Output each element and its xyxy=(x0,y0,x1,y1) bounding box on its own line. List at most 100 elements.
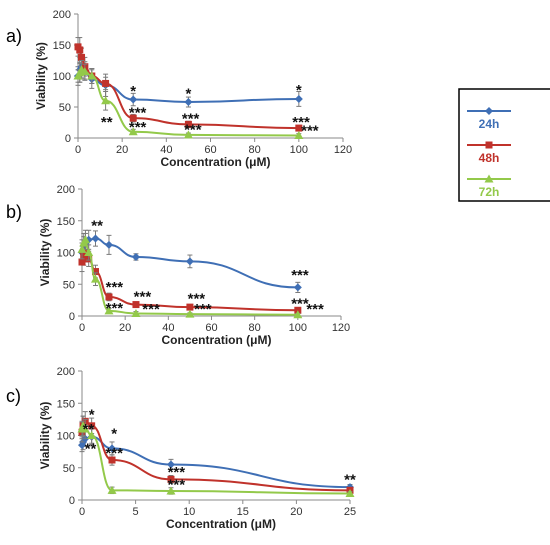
y-tick-label: 200 xyxy=(53,9,71,21)
data-point xyxy=(132,301,140,309)
data-point xyxy=(87,431,97,439)
y-tick-label: 0 xyxy=(69,495,75,507)
x-tick-label: 80 xyxy=(249,322,261,334)
significance-annotation: *** xyxy=(291,267,309,284)
x-tick-label: 20 xyxy=(119,322,131,334)
significance-annotation: * xyxy=(185,85,191,102)
significance-annotation: *** xyxy=(134,288,152,305)
x-axis-title: Concentration (μM) xyxy=(162,333,272,347)
y-axis-title: Viability (%) xyxy=(38,402,52,470)
data-point xyxy=(107,485,117,494)
data-point xyxy=(84,248,94,256)
x-tick-label: 40 xyxy=(160,144,172,156)
data-point xyxy=(91,234,100,243)
x-tick-label: 0 xyxy=(75,144,81,156)
significance-annotation: * xyxy=(89,406,95,423)
significance-annotation: *** xyxy=(301,123,319,140)
legend-label: 48h xyxy=(479,151,500,165)
chart-panel-0: a) 0 50 100 150 200 0 20 40 60 80 100 120 Concentrati… xyxy=(6,9,352,169)
x-tick-label: 120 xyxy=(332,322,350,334)
chart-panel-1: b) 0 50 100 150 200 0 20 40 60 80 100 120 Concentrati… xyxy=(6,184,350,347)
x-tick-label: 60 xyxy=(205,322,217,334)
significance-annotation: * xyxy=(130,83,136,100)
significance-annotation: *** xyxy=(182,111,200,128)
data-point xyxy=(78,53,86,61)
data-point xyxy=(104,306,114,315)
significance-annotation: *** xyxy=(106,279,124,296)
data-point xyxy=(102,79,110,87)
panel-label: b) xyxy=(6,202,22,222)
series-72h xyxy=(73,60,304,140)
x-axis-title: Concentration (μM) xyxy=(166,517,276,531)
legend-entry-72h: 72h xyxy=(467,174,511,199)
data-point xyxy=(295,124,303,132)
legend-marker xyxy=(485,141,493,149)
significance-annotation: ** xyxy=(91,217,103,234)
x-tick-label: 20 xyxy=(116,144,128,156)
x-tick-label: 0 xyxy=(79,322,85,334)
data-point xyxy=(105,293,113,301)
y-tick-label: 200 xyxy=(57,184,75,196)
legend: 24h 48h 72h xyxy=(458,88,550,202)
data-point xyxy=(108,444,117,453)
significance-annotation: *** xyxy=(106,300,124,317)
significance-annotation: *** xyxy=(129,105,147,122)
x-axis-title: Concentration (μM) xyxy=(161,155,271,169)
x-tick-label: 10 xyxy=(183,506,195,518)
x-tick-label: 0 xyxy=(79,506,85,518)
significance-annotation: *** xyxy=(105,445,123,462)
x-tick-label: 40 xyxy=(162,322,174,334)
data-point xyxy=(166,486,176,495)
data-point xyxy=(78,258,86,266)
data-point xyxy=(101,96,111,105)
legend-marker xyxy=(484,174,494,183)
data-point xyxy=(167,475,175,483)
significance-annotation: *** xyxy=(291,295,309,312)
data-point xyxy=(88,422,96,430)
significance-annotation: *** xyxy=(129,119,147,136)
data-point xyxy=(183,130,193,139)
data-point xyxy=(128,127,138,136)
y-tick-label: 50 xyxy=(63,463,75,475)
y-axis-title: Viability (%) xyxy=(34,42,48,110)
significance-annotation: *** xyxy=(184,121,202,138)
data-point xyxy=(90,274,100,283)
data-point xyxy=(131,308,141,317)
data-point xyxy=(80,424,90,433)
y-tick-label: 150 xyxy=(57,398,75,410)
legend-entry-24h: 24h xyxy=(467,107,511,131)
series-72h xyxy=(77,229,303,319)
x-tick-label: 120 xyxy=(334,144,352,156)
x-tick-label: 80 xyxy=(249,144,261,156)
legend-label: 24h xyxy=(479,117,500,131)
significance-annotation: ** xyxy=(344,472,356,489)
significance-annotation: *** xyxy=(306,301,324,318)
data-point xyxy=(184,120,192,128)
data-point xyxy=(294,94,303,103)
y-axis-title: Viability (%) xyxy=(38,219,52,287)
y-tick-label: 100 xyxy=(57,431,75,443)
data-point xyxy=(76,46,84,54)
data-point xyxy=(80,235,90,244)
significance-annotation: ** xyxy=(101,114,113,131)
significance-annotation: *** xyxy=(188,290,206,307)
series-72h xyxy=(77,415,355,498)
data-point xyxy=(184,98,193,107)
significance-annotation: *** xyxy=(142,301,160,318)
legend-marker xyxy=(485,107,493,115)
y-tick-label: 100 xyxy=(53,71,71,83)
data-point xyxy=(87,71,97,80)
panel-label: a) xyxy=(6,26,22,46)
data-point xyxy=(108,456,116,464)
significance-annotation: *** xyxy=(292,114,310,131)
data-point xyxy=(186,303,194,311)
data-point xyxy=(131,252,140,261)
data-point xyxy=(294,131,304,140)
y-tick-label: 150 xyxy=(53,40,71,52)
legend-label: 72h xyxy=(479,185,500,199)
x-tick-label: 60 xyxy=(204,144,216,156)
significance-annotation: *** xyxy=(194,301,212,318)
y-tick-label: 50 xyxy=(59,102,71,114)
data-point xyxy=(104,240,113,249)
